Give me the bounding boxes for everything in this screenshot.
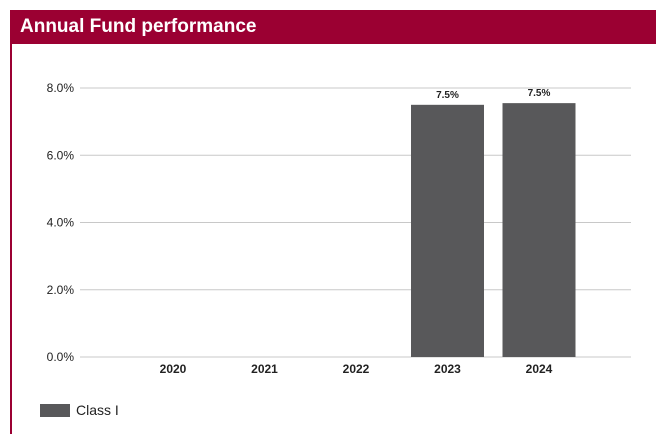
bars: [411, 103, 576, 357]
data-label-2024: 7.5%: [528, 88, 551, 99]
y-axis-ticks: 0.0% 2.0% 4.0% 6.0% 8.0%: [47, 81, 75, 364]
data-labels: 7.5% 7.5%: [436, 88, 550, 101]
panel-left-border: [10, 44, 12, 434]
y-tick-label: 6.0%: [47, 148, 75, 162]
x-tick-label-2023: 2023: [434, 362, 461, 376]
x-tick-label-2022: 2022: [343, 362, 370, 376]
legend-swatch-class-i: [40, 403, 70, 417]
x-tick-label-2024: 2024: [526, 362, 553, 376]
data-label-2023: 7.5%: [436, 90, 459, 101]
legend-label-class-i: Class I: [76, 402, 119, 418]
x-tick-label-2021: 2021: [251, 362, 278, 376]
legend: Class I: [40, 401, 119, 419]
y-tick-label: 8.0%: [47, 81, 75, 95]
header-divider: [10, 43, 656, 44]
bar-2024: [502, 103, 576, 357]
y-tick-label: 0.0%: [47, 350, 75, 364]
y-tick-label: 4.0%: [47, 216, 75, 230]
y-tick-label: 2.0%: [47, 283, 75, 297]
x-axis-ticks: 2020 2021 2022 2023 2024: [160, 362, 553, 376]
x-tick-label-2020: 2020: [160, 362, 187, 376]
panel-title: Annual Fund performance: [10, 10, 656, 44]
bar-2023: [411, 104, 484, 357]
